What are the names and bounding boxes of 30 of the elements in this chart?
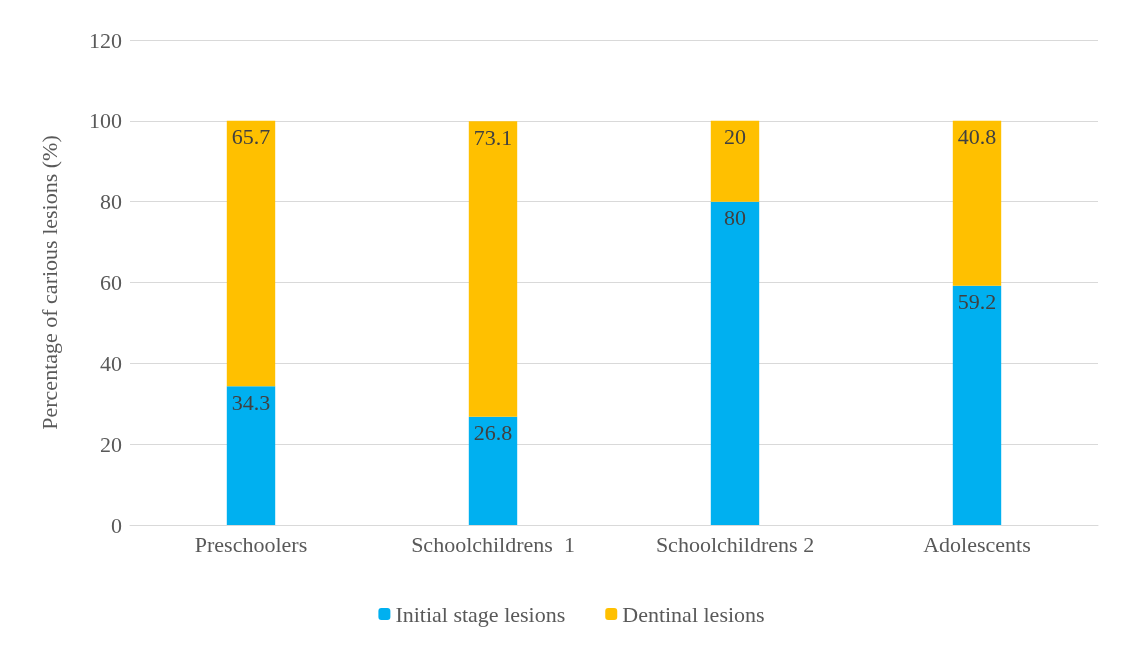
y-tick-label: 40 (100, 350, 122, 376)
x-tick-label: Schoolchildrens 1 (411, 531, 575, 557)
bar (952, 285, 1002, 525)
y-tick-label: 0 (111, 512, 122, 538)
data-label: 65.7 (231, 124, 271, 150)
bar (226, 386, 276, 525)
x-tick-label: Schoolchildrens 2 (655, 531, 815, 557)
y-axis-title: Percentage of carious lesions (%) (36, 135, 62, 430)
bar (710, 120, 760, 202)
data-label: 59.2 (957, 289, 997, 315)
y-tick-label: 100 (89, 108, 122, 134)
data-label: 34.3 (231, 389, 271, 415)
bar (710, 201, 760, 525)
data-label: 26.8 (473, 420, 513, 446)
bar (468, 121, 518, 417)
bar (468, 416, 518, 525)
bar (952, 120, 1002, 286)
legend-label: Dentinal lesions (622, 601, 765, 627)
x-tick-label: Preschoolers (194, 531, 308, 557)
x-tick-label: Adolescents (923, 531, 1031, 557)
y-tick-label: 60 (100, 270, 122, 295)
y-tick-label: 20 (100, 431, 122, 457)
y-tick-label: 80 (100, 189, 122, 215)
legend-label: Initial stage lesions (395, 601, 566, 627)
bar (226, 120, 276, 387)
data-label: 20 (724, 124, 746, 150)
data-label: 80 (724, 205, 746, 231)
y-tick-label: 120 (89, 27, 122, 53)
data-label: 40.8 (957, 124, 997, 150)
data-label: 73.1 (473, 124, 513, 150)
